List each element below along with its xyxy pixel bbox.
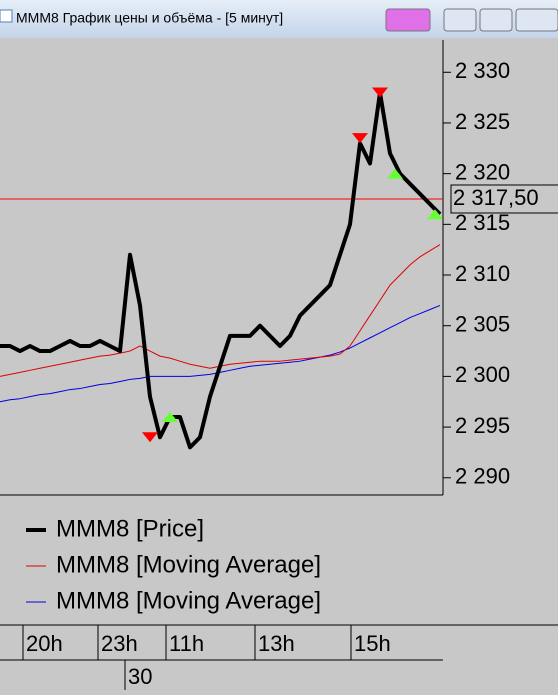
y-tick-label: 2 310 bbox=[455, 261, 510, 286]
window-icon bbox=[0, 9, 13, 23]
y-tick-label: 2 295 bbox=[455, 413, 510, 438]
series-line bbox=[0, 244, 441, 377]
series-line bbox=[0, 90, 442, 450]
series-line bbox=[0, 304, 441, 403]
minimize-button[interactable] bbox=[443, 8, 477, 32]
y-tick-label: 2 330 bbox=[455, 58, 510, 83]
signal-marker bbox=[352, 133, 368, 144]
current-price-box bbox=[450, 184, 558, 214]
x-tick-label: 15h bbox=[354, 631, 391, 656]
signal-marker bbox=[427, 209, 443, 220]
legend-label: MMM8 [Moving Average] bbox=[56, 551, 321, 578]
x-tick-label: 13h bbox=[258, 631, 295, 656]
legend-label: MMM8 [Price] bbox=[56, 515, 204, 542]
y-tick-label: 2 315 bbox=[455, 210, 510, 235]
signal-marker bbox=[387, 168, 403, 179]
x-tick-label: 23h bbox=[101, 631, 138, 656]
legend-label: MMM8 [Moving Average] bbox=[56, 587, 321, 614]
x-tick-label: 20h bbox=[26, 631, 63, 656]
close-button[interactable] bbox=[515, 8, 558, 32]
y-tick-label: 2 320 bbox=[455, 159, 510, 184]
link-button[interactable] bbox=[385, 8, 431, 32]
signal-marker bbox=[142, 432, 158, 443]
current-price-label: 2 317,50 bbox=[453, 185, 539, 210]
y-tick-label: 2 305 bbox=[455, 312, 510, 337]
date-tick-label: 30 bbox=[128, 664, 152, 689]
y-tick-label: 2 325 bbox=[455, 109, 510, 134]
y-tick-label: 2 290 bbox=[455, 464, 510, 489]
x-tick-label: 11h bbox=[169, 631, 204, 656]
window-title: MMM8 График цены и объёма - [5 минут] bbox=[16, 10, 283, 26]
maximize-button[interactable] bbox=[479, 8, 513, 32]
signal-marker bbox=[372, 87, 388, 98]
signal-marker bbox=[162, 411, 178, 422]
y-tick-label: 2 300 bbox=[455, 362, 510, 387]
